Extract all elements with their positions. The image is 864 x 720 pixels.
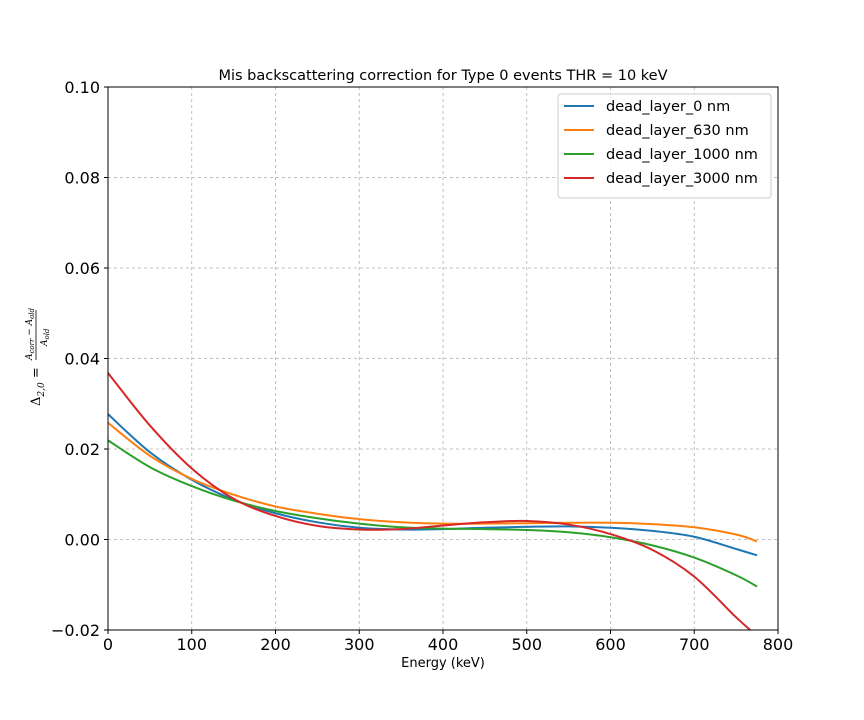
x-tick-label: 0 (103, 635, 113, 654)
x-tick-label: 200 (260, 635, 291, 654)
ylabel-denominator: A (40, 339, 50, 347)
x-tick-label: 500 (511, 635, 542, 654)
svg-text:Aold: Aold (40, 328, 51, 347)
svg-text:Acorr − Aold: Acorr − Aold (25, 307, 36, 361)
series-line-3 (108, 372, 752, 630)
legend-box (557, 93, 772, 199)
ylabel-minus: − (25, 325, 35, 338)
x-tick-label: 100 (176, 635, 207, 654)
x-axis: 0 100 200 300 400 500 600 700 800 (103, 630, 793, 654)
x-tick-label: 400 (428, 635, 459, 654)
y-tick-label: 0.00 (64, 531, 100, 550)
legend-label-2: dead_layer_1000 nm (606, 147, 758, 163)
chart-title: Mis backscattering correction for Type 0… (218, 68, 667, 84)
svg-text:Δ2,0 =: Δ2,0 = (29, 367, 47, 406)
plot-area (108, 372, 758, 630)
ylabel-numerator2-sub: old (28, 307, 36, 318)
ylabel-numerator-sub: corr (28, 338, 36, 353)
ylabel-numerator2: A (25, 318, 35, 326)
y-tick-label: 0.04 (64, 350, 100, 369)
y-tick-label: 0.08 (64, 169, 100, 188)
series-line-2 (108, 439, 758, 588)
y-tick-label: 0.02 (64, 440, 100, 459)
ylabel-lhs-sub: 2,0 (37, 382, 47, 398)
legend-label-3: dead_layer_3000 nm (606, 171, 758, 187)
ylabel-numerator: A (25, 353, 35, 361)
y-tick-label: −0.02 (51, 621, 100, 640)
legend-label-1: dead_layer_630 nm (606, 123, 749, 139)
x-tick-label: 700 (679, 635, 710, 654)
legend: dead_layer_0 nm dead_layer_630 nm dead_lay… (557, 93, 772, 199)
y-tick-label: 0.10 (64, 78, 100, 97)
ylabel-lhs: Δ (29, 397, 44, 406)
x-axis-label: Energy (keV) (401, 656, 485, 671)
x-tick-label: 800 (763, 635, 794, 654)
y-tick-label: 0.06 (64, 259, 100, 278)
y-axis-label: Δ2,0 = Acorr − Aold Aold (25, 307, 51, 406)
y-axis: −0.02 0.00 0.02 0.04 0.06 0.08 0.10 (51, 78, 108, 640)
x-tick-label: 300 (344, 635, 375, 654)
ylabel-denominator-sub: old (43, 328, 51, 339)
legend-label-0: dead_layer_0 nm (606, 99, 730, 115)
ylabel-equals: = (29, 367, 44, 382)
x-tick-label: 600 (595, 635, 626, 654)
